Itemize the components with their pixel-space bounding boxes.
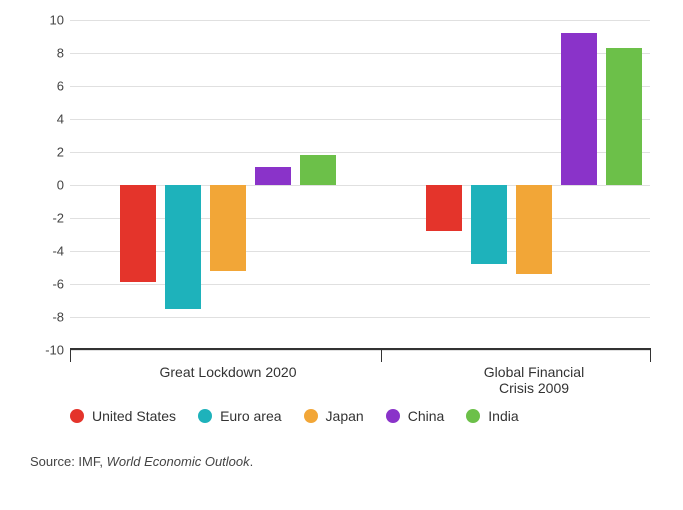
gridline [70, 317, 650, 318]
legend-item: India [466, 408, 518, 424]
legend-label: United States [92, 408, 176, 424]
y-tick-label: -4 [34, 244, 64, 259]
legend: United States Euro area Japan China India [70, 408, 653, 424]
y-tick-label: 2 [34, 145, 64, 160]
group-label: Great Lockdown 2020 [160, 364, 297, 380]
legend-swatch [466, 409, 480, 423]
gridline [70, 218, 650, 219]
source-prefix: Source: IMF, [30, 454, 107, 469]
legend-label: China [408, 408, 445, 424]
y-tick-label: 8 [34, 46, 64, 61]
legend-label: Japan [326, 408, 364, 424]
gridline [70, 251, 650, 252]
bar [300, 155, 336, 185]
bar [516, 185, 552, 274]
bar [165, 185, 201, 309]
plot-area: -10-8-6-4-20246810Great Lockdown 2020Glo… [70, 20, 650, 350]
bar [561, 33, 597, 185]
source-italic: World Economic Outlook [107, 454, 250, 469]
legend-swatch [70, 409, 84, 423]
gridline [70, 350, 650, 351]
y-tick-label: 0 [34, 178, 64, 193]
gdp-comparison-chart: -10-8-6-4-20246810Great Lockdown 2020Glo… [30, 20, 650, 380]
source-attribution: Source: IMF, World Economic Outlook. [30, 454, 653, 469]
legend-item: Japan [304, 408, 364, 424]
bar [120, 185, 156, 282]
legend-swatch [304, 409, 318, 423]
bar [471, 185, 507, 264]
y-tick-label: -10 [34, 343, 64, 358]
group-label: Global Financial Crisis 2009 [476, 364, 592, 396]
bar [426, 185, 462, 231]
bar [210, 185, 246, 271]
legend-label: India [488, 408, 518, 424]
group-divider [650, 348, 651, 362]
legend-swatch [386, 409, 400, 423]
y-tick-label: 10 [34, 13, 64, 28]
legend-item: China [386, 408, 445, 424]
bar [606, 48, 642, 185]
bar [255, 167, 291, 185]
group-divider [381, 348, 382, 362]
y-tick-label: -2 [34, 211, 64, 226]
legend-label: Euro area [220, 408, 281, 424]
y-tick-label: 6 [34, 79, 64, 94]
gridline [70, 185, 650, 186]
source-suffix: . [250, 454, 254, 469]
gridline [70, 284, 650, 285]
legend-swatch [198, 409, 212, 423]
y-tick-label: -6 [34, 277, 64, 292]
legend-item: United States [70, 408, 176, 424]
gridline [70, 20, 650, 21]
group-divider [70, 348, 71, 362]
y-tick-label: -8 [34, 310, 64, 325]
y-tick-label: 4 [34, 112, 64, 127]
legend-item: Euro area [198, 408, 281, 424]
